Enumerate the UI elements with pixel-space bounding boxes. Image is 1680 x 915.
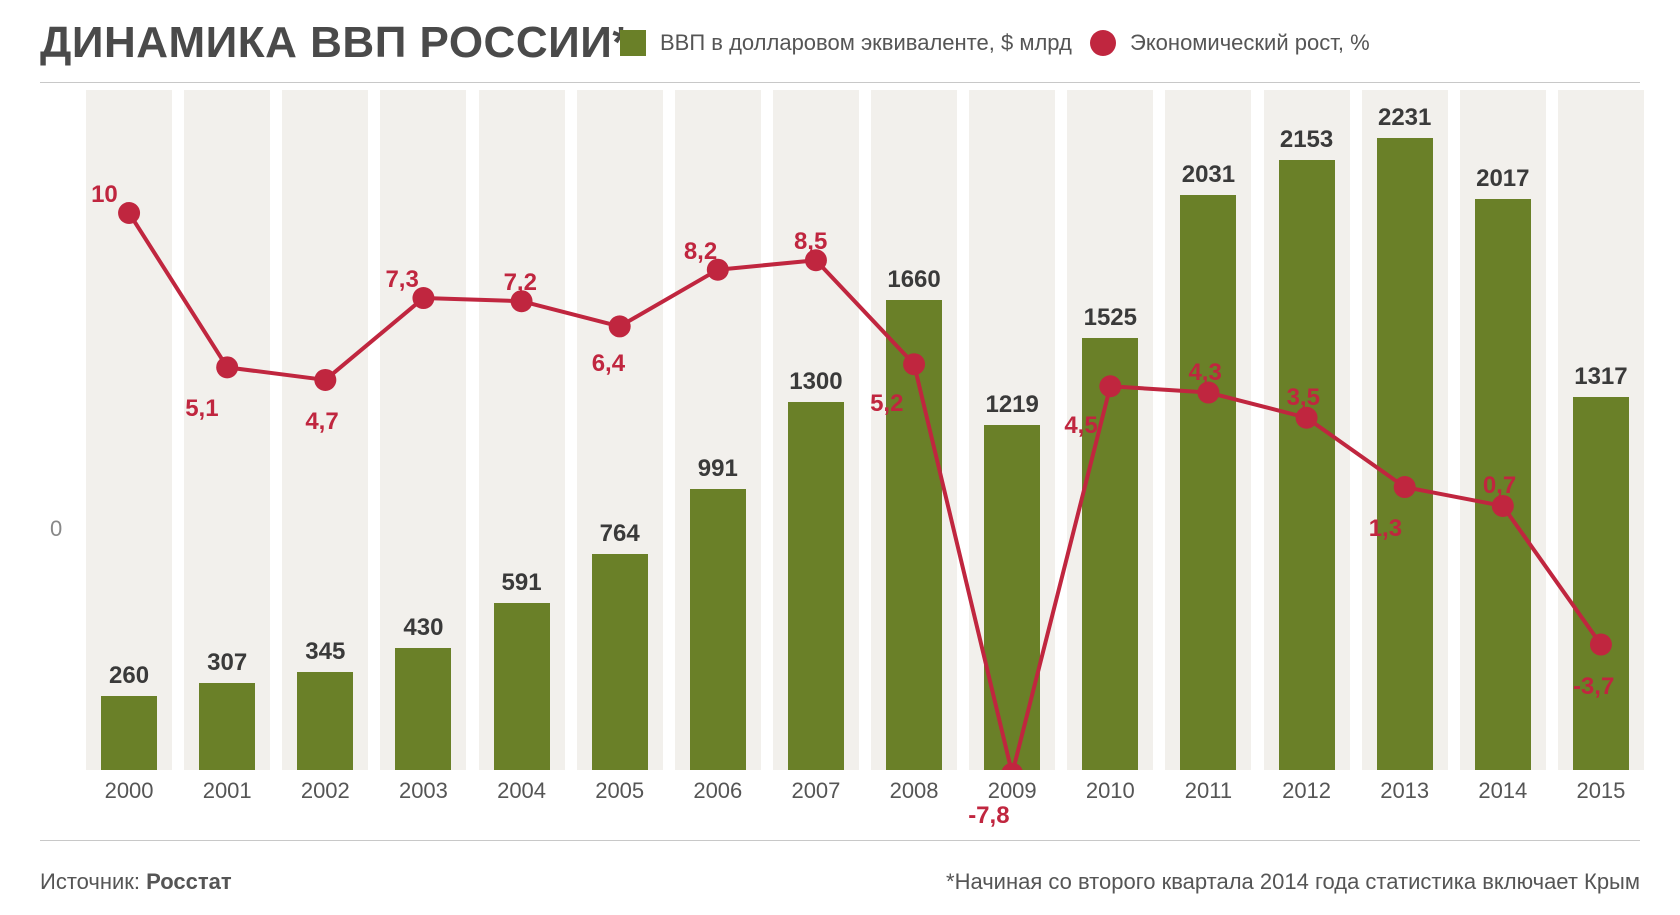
x-axis-label: 2013: [1355, 778, 1455, 804]
growth-value-label: 10: [91, 181, 118, 209]
chart-plot: 0 26020003072001345200243020035912004764…: [50, 90, 1650, 800]
x-axis-label: 2006: [668, 778, 768, 804]
growth-value-label: 8,2: [684, 238, 717, 266]
legend-bar-swatch: [620, 30, 646, 56]
bar-value-label: 1660: [864, 266, 964, 294]
bar-value-label: 764: [570, 520, 670, 548]
legend-line-swatch: [1090, 30, 1116, 56]
x-axis-label: 2002: [275, 778, 375, 804]
bar: [199, 683, 255, 770]
x-axis-label: 2015: [1551, 778, 1651, 804]
x-axis-label: 2000: [79, 778, 179, 804]
rule-top: [40, 82, 1640, 83]
x-axis-label: 2012: [1257, 778, 1357, 804]
bar-value-label: 991: [668, 455, 768, 483]
rule-bottom: [40, 840, 1640, 841]
growth-value-label: 3,5: [1287, 384, 1320, 412]
x-axis-label: 2003: [373, 778, 473, 804]
bar-value-label: 307: [177, 649, 277, 677]
growth-value-label: 4,5: [1064, 412, 1097, 440]
source: Источник: Росстат: [40, 869, 232, 895]
x-axis-label: 2007: [766, 778, 866, 804]
growth-value-label: 5,2: [870, 390, 903, 418]
x-axis-label: 2008: [864, 778, 964, 804]
bar-value-label: 2153: [1257, 126, 1357, 154]
bar-value-label: 2017: [1453, 165, 1553, 193]
x-axis-label: 2014: [1453, 778, 1553, 804]
growth-value-label: -3,7: [1573, 673, 1614, 701]
x-axis-label: 2009: [962, 778, 1062, 804]
bar: [494, 603, 550, 770]
growth-value-label: 8,5: [794, 228, 827, 256]
bar-value-label: 430: [373, 614, 473, 642]
bar-value-label: 1525: [1060, 304, 1160, 332]
source-name: Росстат: [146, 869, 232, 894]
x-axis-label: 2011: [1158, 778, 1258, 804]
bar-value-label: 345: [275, 638, 375, 666]
bar-value-label: 2031: [1158, 161, 1258, 189]
growth-value-label: 5,1: [185, 395, 218, 423]
x-axis-label: 2001: [177, 778, 277, 804]
bar: [1573, 397, 1629, 770]
source-prefix: Источник:: [40, 869, 146, 894]
bar: [886, 300, 942, 770]
legend-bar-label: ВВП в долларовом эквиваленте, $ млрд: [660, 30, 1072, 56]
bar-value-label: 1317: [1551, 363, 1651, 391]
growth-value-label: 7,3: [385, 266, 418, 294]
legend-line-label: Экономический рост, %: [1130, 30, 1370, 56]
bar: [1082, 338, 1138, 770]
bar-value-label: 591: [472, 569, 572, 597]
growth-value-label: -7,8: [968, 802, 1009, 830]
bar: [1377, 138, 1433, 770]
footnote: *Начиная со второго квартала 2014 года с…: [946, 869, 1640, 895]
bar: [395, 648, 451, 770]
growth-value-label: 1,3: [1369, 515, 1402, 543]
growth-value-label: 4,7: [305, 408, 338, 436]
bar-value-label: 1300: [766, 368, 866, 396]
chart-title: ДИНАМИКА ВВП РОССИИ*: [40, 18, 630, 68]
bar-value-label: 1219: [962, 391, 1062, 419]
x-axis-label: 2010: [1060, 778, 1160, 804]
bar: [1180, 195, 1236, 770]
legend-line: Экономический рост, %: [1090, 30, 1370, 56]
bar: [984, 425, 1040, 770]
y-zero-label: 0: [50, 516, 62, 542]
bar: [592, 554, 648, 770]
bar: [297, 672, 353, 770]
growth-value-label: 6,4: [592, 350, 625, 378]
growth-value-label: 4,3: [1188, 359, 1221, 387]
legend-bar: ВВП в долларовом эквиваленте, $ млрд: [620, 30, 1072, 56]
bar: [101, 696, 157, 770]
bar-value-label: 260: [79, 662, 179, 690]
bar: [690, 489, 746, 770]
bar-value-label: 2231: [1355, 104, 1455, 132]
x-axis-label: 2004: [472, 778, 572, 804]
growth-value-label: 7,2: [504, 269, 537, 297]
bar: [788, 402, 844, 770]
bar: [1279, 160, 1335, 770]
growth-value-label: 0,7: [1483, 472, 1516, 500]
x-axis-label: 2005: [570, 778, 670, 804]
